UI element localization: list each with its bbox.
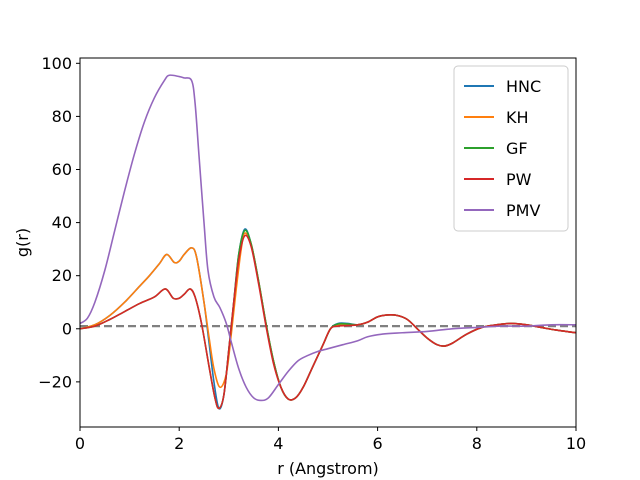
series-line-kh [80,232,576,401]
x-tick-label: 8 [472,434,482,453]
y-tick-label: 20 [52,266,72,285]
x-tick-label: 0 [75,434,85,453]
series-line-hnc [80,228,576,410]
legend: HNC KH GF PW PMV [453,65,569,232]
legend-label-pmv: PMV [506,201,540,220]
series-line-pw [80,234,576,410]
x-tick-label: 4 [273,434,283,453]
legend-box [453,65,569,232]
legend-label-hnc: HNC [506,77,541,96]
y-tick-label: −20 [38,372,72,391]
y-tick-label: 80 [52,107,72,126]
x-tick-label: 6 [373,434,383,453]
y-tick-label: 100 [41,54,72,73]
plot-area [80,74,576,410]
y-tick-label: 0 [62,319,72,338]
y-axis-label: g(r) [13,228,32,257]
legend-label-gf: GF [506,139,528,158]
legend-label-pw: PW [506,170,532,189]
y-tick-label: 40 [52,213,72,232]
x-tick-label: 2 [174,434,184,453]
x-axis-label: r (Angstrom) [277,459,379,478]
y-tick-label: 60 [52,160,72,179]
x-tick-label: 10 [566,434,586,453]
legend-label-kh: KH [506,108,529,127]
axes-frame [79,57,577,428]
series-line-pmv [80,74,576,402]
series-line-gf [80,229,576,410]
axis-ticks: 0 2 4 6 8 10 −20 0 20 40 60 80 100 [38,54,586,453]
